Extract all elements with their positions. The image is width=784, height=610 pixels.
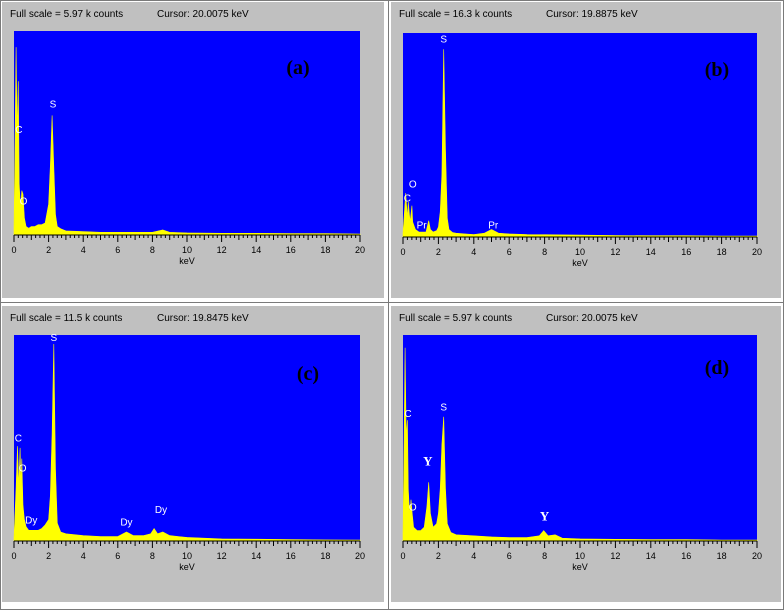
x-tick-label: 6 [115, 551, 120, 561]
x-tick-label: 14 [251, 551, 261, 561]
x-tick-label: 18 [717, 551, 727, 561]
panel-header: Full scale = 5.97 k counts Cursor: 20.00… [2, 2, 384, 26]
peak-label-s: S [440, 35, 447, 46]
spectrum-panel-d: Full scale = 5.97 k counts Cursor: 20.00… [391, 306, 781, 602]
x-tick-label: 20 [355, 551, 365, 561]
x-tick-label: 16 [286, 245, 296, 255]
peak-label-pr: Pr [488, 220, 499, 231]
spectrum-trace [402, 347, 758, 542]
x-tick-label: 8 [542, 551, 547, 561]
panel-label: (a) [286, 57, 309, 79]
cursor-label: Cursor: 20.0075 keV [546, 313, 638, 324]
full-scale-label: Full scale = 5.97 k counts [10, 9, 124, 20]
x-tick-label: 10 [575, 247, 585, 257]
x-tick-label: 4 [471, 551, 476, 561]
x-tick-label: 16 [681, 247, 691, 257]
vertical-divider [388, 0, 389, 610]
spectrum-plot[interactable]: 0 2 4 6 8 10 12 14 16 18 20 keV C O Y S Y (d) [391, 330, 781, 602]
x-tick-label: 0 [400, 247, 405, 257]
x-tick-label: 6 [115, 245, 120, 255]
x-tick-label: 8 [150, 551, 155, 561]
x-tick-label: 6 [507, 551, 512, 561]
x-axis-label: keV [179, 256, 195, 266]
spectrum-panel-c: Full scale = 11.5 k counts Cursor: 19.84… [2, 306, 384, 602]
x-tick-label: 0 [11, 245, 16, 255]
peak-label-dy: Dy [25, 516, 37, 527]
x-tick-label: 14 [646, 247, 656, 257]
x-tick-label: 12 [217, 551, 227, 561]
x-tick-label: 2 [46, 551, 51, 561]
panel-header: Full scale = 5.97 k counts Cursor: 20.00… [391, 306, 781, 330]
full-scale-label: Full scale = 11.5 k counts [10, 313, 123, 324]
panel-label: (b) [705, 59, 729, 81]
plot-area[interactable] [403, 33, 757, 237]
peak-label-o: O [409, 180, 417, 191]
spectrum-plot[interactable]: 0 2 4 6 8 10 12 14 16 18 20 keV C O Dy S Dy Dy (c) [2, 330, 384, 602]
x-tick-label: 12 [610, 247, 620, 257]
cursor-label: Cursor: 20.0075 keV [157, 9, 249, 20]
peak-label-y: Y [423, 454, 433, 469]
x-tick-label: 18 [320, 245, 330, 255]
plot-area[interactable] [403, 335, 757, 541]
cursor-label: Cursor: 19.8475 keV [157, 313, 249, 324]
x-tick-label: 20 [752, 247, 762, 257]
peak-label-c: C [15, 125, 22, 136]
peak-label-dy: Dy [120, 517, 132, 528]
x-axis-label: keV [572, 258, 588, 268]
peak-label-o: O [19, 464, 27, 475]
x-tick-label: 0 [11, 551, 16, 561]
spectrum-panel-b: Full scale = 16.3 k counts Cursor: 19.88… [391, 2, 781, 298]
spectrum-plot[interactable]: 0 2 4 6 8 10 12 14 16 18 20 keV OC Pr S Pr (b) [391, 26, 781, 298]
x-tick-label: 18 [320, 551, 330, 561]
x-tick-label: 20 [752, 551, 762, 561]
horizontal-divider [0, 302, 784, 303]
peak-label-dy: Dy [155, 505, 167, 516]
x-tick-label: 8 [542, 247, 547, 257]
x-tick-label: 16 [681, 551, 691, 561]
x-tick-label: 4 [81, 551, 86, 561]
peak-label-o: O [20, 197, 28, 208]
cursor-label: Cursor: 19.8875 keV [546, 9, 638, 20]
peak-label-pr: Pr [417, 220, 428, 231]
x-tick-label: 14 [251, 245, 261, 255]
x-tick-label: 16 [286, 551, 296, 561]
peak-label-c: C [404, 193, 411, 204]
x-axis-label: keV [179, 562, 195, 572]
x-tick-label: 10 [182, 245, 192, 255]
peak-label-y: Y [540, 509, 550, 524]
x-tick-label: 0 [400, 551, 405, 561]
panel-label: (d) [705, 357, 729, 379]
x-tick-label: 12 [610, 551, 620, 561]
spectrum-panel-a: Full scale = 5.97 k counts Cursor: 20.00… [2, 2, 384, 298]
x-tick-label: 2 [46, 245, 51, 255]
x-tick-label: 20 [355, 245, 365, 255]
x-tick-label: 10 [575, 551, 585, 561]
x-tick-label: 10 [182, 551, 192, 561]
peak-label-c: C [15, 433, 22, 444]
peak-label-c: C [404, 409, 411, 420]
plot-area[interactable] [14, 335, 360, 541]
x-tick-label: 4 [471, 247, 476, 257]
x-tick-label: 6 [507, 247, 512, 257]
full-scale-label: Full scale = 16.3 k counts [399, 9, 513, 20]
panel-header: Full scale = 11.5 k counts Cursor: 19.84… [2, 306, 384, 330]
x-axis-label: keV [572, 562, 588, 572]
panel-header: Full scale = 16.3 k counts Cursor: 19.88… [391, 2, 781, 26]
x-tick-label: 8 [150, 245, 155, 255]
panel-label: (c) [297, 363, 319, 385]
peak-label-o: O [409, 502, 417, 513]
x-tick-label: 4 [81, 245, 86, 255]
peak-label-s: S [440, 402, 447, 413]
full-scale-label: Full scale = 5.97 k counts [399, 313, 513, 324]
x-tick-label: 14 [646, 551, 656, 561]
peak-label-s: S [50, 333, 57, 344]
peak-label-s: S [50, 99, 57, 110]
plot-area[interactable] [14, 31, 360, 235]
spectrum-plot[interactable]: 0 2 4 6 8 10 12 14 16 18 20 keV C O S (a) [2, 26, 384, 298]
x-tick-label: 18 [717, 247, 727, 257]
x-tick-label: 2 [436, 247, 441, 257]
x-tick-label: 2 [436, 551, 441, 561]
x-tick-label: 12 [217, 245, 227, 255]
